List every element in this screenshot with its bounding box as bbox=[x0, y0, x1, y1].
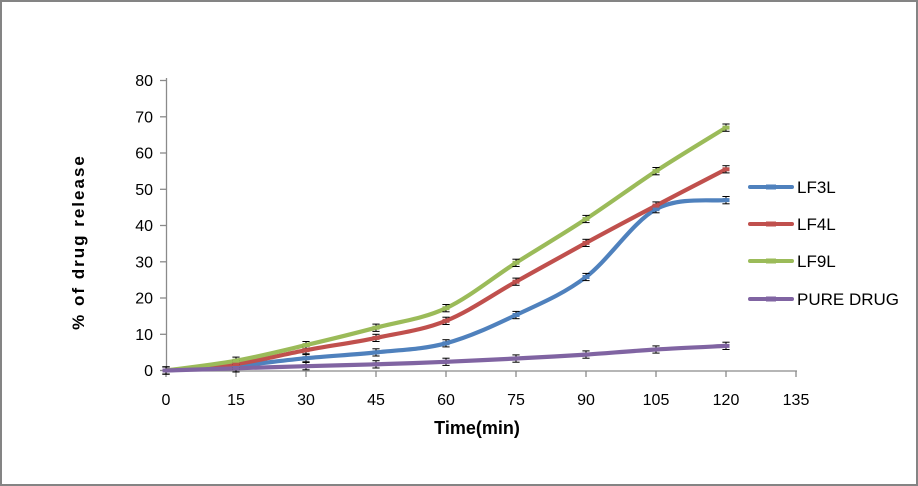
legend-marker-pure-drug bbox=[766, 296, 776, 302]
y-tick-label: 80 bbox=[135, 73, 153, 90]
data-point-marker bbox=[372, 335, 380, 340]
legend-label-pure-drug: PURE DRUG bbox=[797, 290, 899, 309]
legend-marker-lf4l bbox=[766, 221, 776, 227]
y-axis-title: % of drug release bbox=[69, 154, 88, 330]
plot-area: 0 10 20 30 40 50 60 70 80 0 15 30 45 60 75 90 105 120 135 bbox=[135, 73, 809, 409]
data-point-marker bbox=[512, 279, 520, 284]
data-point-marker bbox=[302, 348, 310, 353]
data-point-marker bbox=[302, 364, 310, 369]
y-tick-label: 30 bbox=[135, 254, 153, 271]
legend-item-lf4l: LF4L bbox=[748, 215, 836, 234]
y-tick-label: 0 bbox=[144, 363, 153, 380]
y-tick-label: 40 bbox=[135, 218, 153, 235]
legend-label-lf9l: LF9L bbox=[797, 252, 836, 271]
data-point-marker bbox=[512, 260, 520, 265]
x-tick-label: 75 bbox=[507, 392, 525, 409]
y-tick-label: 10 bbox=[135, 327, 153, 344]
data-point-marker bbox=[512, 313, 520, 317]
series-line-lf9l bbox=[163, 125, 729, 373]
data-point-marker bbox=[652, 347, 660, 352]
legend-marker-lf9l bbox=[766, 258, 776, 264]
data-point-marker bbox=[582, 240, 590, 245]
data-point-marker bbox=[232, 362, 240, 366]
data-point-marker bbox=[722, 167, 730, 172]
x-tick-label: 135 bbox=[783, 392, 810, 409]
x-axis-title: Time(min) bbox=[434, 418, 520, 438]
x-tick-label: 15 bbox=[227, 392, 245, 409]
data-point-marker bbox=[442, 318, 450, 323]
legend-label-lf3l: LF3L bbox=[797, 178, 836, 197]
data-point-marker bbox=[372, 362, 380, 367]
x-tick-label: 105 bbox=[643, 392, 670, 409]
x-tick-label: 0 bbox=[162, 392, 171, 409]
data-point-marker bbox=[652, 207, 660, 212]
data-point-marker bbox=[652, 203, 660, 208]
y-tick-label: 70 bbox=[135, 109, 153, 126]
legend: LF3L LF4L LF9L PURE DRUG bbox=[748, 178, 899, 309]
data-point-marker bbox=[512, 356, 520, 361]
data-point-marker bbox=[232, 366, 240, 371]
data-point-marker bbox=[582, 352, 590, 357]
data-point-marker bbox=[722, 343, 730, 348]
y-tick-label: 50 bbox=[135, 182, 153, 199]
data-point-marker bbox=[582, 217, 590, 221]
legend-item-pure-drug: PURE DRUG bbox=[748, 290, 899, 309]
data-point-marker bbox=[302, 343, 310, 348]
data-point-marker bbox=[232, 358, 240, 363]
legend-item-lf3l: LF3L bbox=[748, 178, 836, 197]
x-tick-label: 60 bbox=[437, 392, 455, 409]
x-tick-label: 30 bbox=[297, 392, 315, 409]
data-point-marker bbox=[582, 275, 590, 279]
data-point-marker bbox=[372, 350, 380, 355]
y-tick-label: 20 bbox=[135, 291, 153, 308]
legend-item-lf9l: LF9L bbox=[748, 252, 836, 271]
x-tick-label: 90 bbox=[577, 392, 595, 409]
x-tick-label: 45 bbox=[367, 392, 385, 409]
legend-label-lf4l: LF4L bbox=[797, 215, 836, 234]
y-tick-label: 60 bbox=[135, 146, 153, 163]
data-point-marker bbox=[442, 306, 450, 311]
data-point-marker bbox=[162, 368, 170, 373]
data-point-marker bbox=[372, 325, 380, 330]
x-tick-label: 120 bbox=[713, 392, 740, 409]
data-point-marker bbox=[442, 359, 450, 364]
data-point-marker bbox=[722, 198, 730, 203]
data-point-marker bbox=[302, 356, 310, 361]
data-point-marker bbox=[442, 341, 450, 346]
legend-marker-lf3l bbox=[766, 184, 776, 190]
data-point-marker bbox=[722, 125, 730, 130]
data-point-marker bbox=[652, 169, 660, 174]
